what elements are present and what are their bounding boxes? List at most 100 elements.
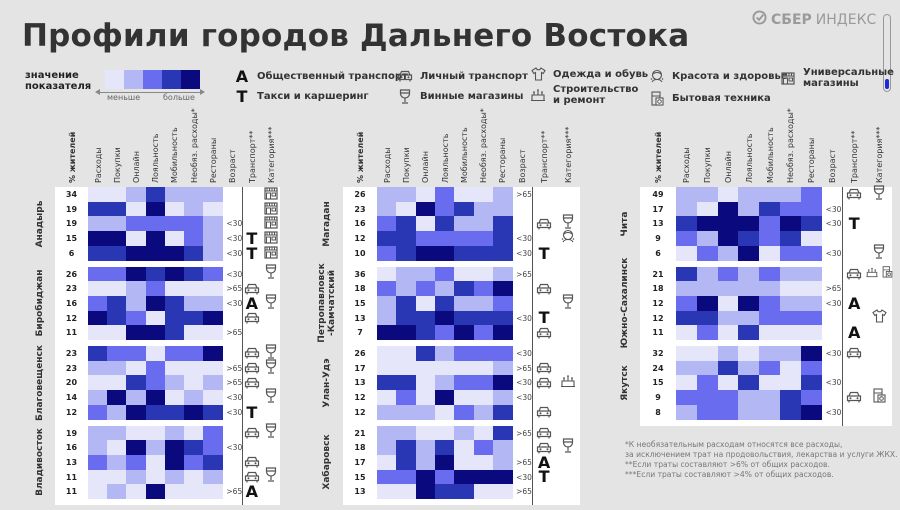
legend-item-label: Такси и каршеринг (257, 90, 369, 102)
heat-cell-5 (759, 201, 781, 217)
wine-glass-icon (265, 467, 277, 486)
header-metric: Необяз. расходы* (479, 108, 489, 183)
header-metric: Рестораны (498, 137, 508, 183)
heat-cell-4 (738, 201, 760, 217)
header-metric: Покупки (112, 147, 122, 183)
heat-cell-3 (126, 454, 147, 470)
heat-cell-7 (800, 325, 823, 341)
legend-item-tshirt: Одежда и обувь (529, 65, 648, 83)
heat-cell-6 (184, 245, 204, 261)
pct-residents: 10 (354, 248, 366, 258)
category-icons (556, 375, 580, 390)
heat-cell-6 (473, 266, 494, 282)
pct-residents: 17 (354, 457, 366, 467)
heat-cell-6 (473, 310, 494, 326)
legend-item-construction: Строительство и ремонт (529, 84, 638, 106)
heat-cell-7 (203, 266, 223, 282)
taxi-icon: T (246, 243, 258, 263)
legend-swatch-5 (181, 70, 200, 89)
heat-cell-4 (434, 187, 455, 203)
heat-cell-2 (396, 325, 417, 341)
category-icons (261, 294, 280, 311)
heat-cell-2 (696, 360, 719, 376)
heat-cell-7 (203, 454, 223, 470)
scrollbar-thumb[interactable] (885, 79, 889, 89)
header-metric: Лояльность (151, 133, 161, 183)
heat-cell-3 (415, 310, 436, 326)
heat-cell-2 (396, 201, 417, 217)
age-group: <30 (516, 349, 532, 358)
store-icon (263, 214, 278, 233)
legend-item-appliance: Бытовая техника (648, 89, 771, 107)
heat-cell-2 (696, 390, 719, 406)
pct-residents: 6 (68, 248, 75, 258)
heat-cell-5 (454, 216, 474, 232)
heat-cell-5 (164, 266, 185, 282)
heat-cell-3 (126, 484, 147, 500)
pct-residents: 12 (354, 393, 366, 403)
heat-cell-6 (780, 346, 802, 362)
scrollbar[interactable] (883, 14, 891, 92)
heat-cell-5 (454, 245, 474, 261)
heat-cell-3 (717, 281, 739, 297)
pct-residents: 18 (354, 284, 366, 294)
category-icons (261, 358, 280, 376)
heat-cell-4 (738, 310, 760, 326)
heat-cell-7 (203, 360, 223, 376)
heat-cell-7 (203, 281, 223, 297)
tshirt-icon (529, 65, 547, 83)
category-icons (867, 309, 892, 326)
heat-cell-5 (759, 216, 781, 232)
wine-glass-icon (265, 388, 277, 407)
heat-cell-1 (377, 325, 397, 341)
heat-cell-4 (738, 404, 760, 420)
heat-cell-3 (415, 201, 436, 217)
footnote: **Если траты составляют >6% от общих рас… (625, 460, 830, 469)
heat-cell-4 (145, 360, 166, 376)
heat-cell-6 (780, 310, 802, 326)
heat-cell-3 (126, 375, 147, 391)
heat-cell-1 (88, 454, 108, 470)
heat-cell-6 (473, 404, 494, 420)
pct-residents: 19 (65, 204, 78, 214)
heat-cell-6 (184, 187, 204, 203)
heat-cell-5 (454, 231, 474, 247)
pct-residents: 7 (357, 328, 363, 338)
heat-cell-2 (107, 454, 127, 470)
heat-cell-2 (396, 454, 417, 470)
heat-cell-3 (126, 469, 147, 485)
heat-cell-3 (717, 245, 739, 261)
pct-residents: 36 (354, 269, 366, 279)
heat-cell-2 (107, 325, 127, 341)
age-group: >65 (825, 284, 842, 294)
heat-cell-3 (717, 375, 739, 391)
category-icons (556, 294, 580, 311)
header-age: Возраст (228, 149, 238, 183)
heat-cell-3 (415, 360, 436, 376)
heat-cell-5 (454, 440, 474, 456)
store-icon (263, 229, 278, 248)
heat-cell-5 (759, 295, 781, 311)
heat-cell-6 (184, 440, 204, 456)
pct-residents: 9 (655, 234, 661, 244)
heat-cell-3 (717, 187, 739, 203)
heat-cell-3 (415, 454, 436, 470)
heat-cell-7 (203, 325, 223, 341)
car-icon (242, 470, 261, 485)
car-icon (242, 311, 261, 326)
heat-cell-2 (396, 281, 417, 297)
heat-cell-3 (717, 404, 739, 420)
heat-cell-1 (377, 346, 397, 362)
appliance-icon (883, 266, 893, 281)
heat-cell-2 (396, 484, 417, 500)
heat-cell-1 (676, 310, 698, 326)
heat-cell-7 (492, 425, 513, 441)
heat-cell-6 (184, 325, 204, 341)
pct-residents: 12 (354, 234, 366, 244)
heat-cell-1 (377, 281, 397, 297)
legend-item-label: Общественный транспорт (257, 70, 408, 82)
heat-cell-3 (126, 201, 147, 217)
header-metric: Расходы (93, 147, 103, 183)
heat-cell-1 (88, 245, 108, 261)
pct-residents: 13 (354, 487, 366, 497)
